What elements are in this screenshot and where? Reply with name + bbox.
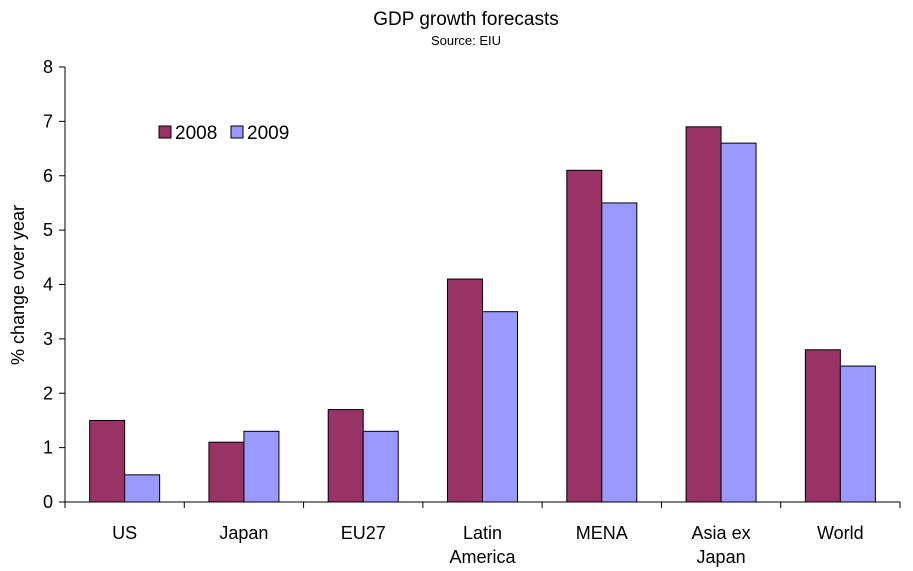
legend-swatch-2008: [158, 125, 172, 139]
y-tick-label: 3: [43, 329, 53, 349]
bar-2008-1: [208, 441, 245, 503]
y-tick-label: 1: [43, 438, 53, 458]
legend-swatch-2009: [230, 125, 244, 139]
bar-2009-2: [362, 430, 399, 503]
bar-2009-6: [839, 365, 876, 503]
y-axis-title: % change over year: [8, 205, 28, 365]
bar-2009-4: [601, 202, 638, 503]
bar-2008-2: [327, 409, 364, 503]
y-tick-label: 5: [43, 220, 53, 240]
plot-area: 0 1 2 3 4 5 6 7 8 US Japan EU27 Latin America MENA Asia…: [43, 57, 901, 567]
legend-label-2008: 2008: [175, 123, 217, 144]
x-tick-label: Latin America: [449, 523, 516, 567]
legend: 2008 2009: [158, 123, 289, 144]
bar-2009-5: [720, 142, 757, 503]
bar-2009-0: [124, 474, 161, 503]
bar-2009-3: [482, 311, 518, 503]
chart-subtitle: Source: EIU: [431, 33, 501, 48]
bar-2008-5: [685, 126, 722, 503]
legend-label-2009: 2009: [247, 123, 289, 144]
x-tick-label: MENA: [576, 523, 628, 543]
x-tick-label: US: [112, 523, 137, 543]
y-tick-label: 7: [43, 111, 53, 131]
y-tick-label: 8: [43, 57, 53, 77]
bar-2008-0: [89, 419, 126, 503]
bar-2008-6: [804, 349, 841, 503]
chart-title: GDP growth forecasts: [373, 9, 559, 30]
y-tick-label: 4: [43, 275, 53, 295]
x-tick-label: Asia ex Japan: [692, 523, 751, 567]
x-tick-label: EU27: [341, 523, 386, 543]
y-tick-label: 2: [43, 383, 53, 403]
bar-2009-1: [243, 430, 280, 503]
bar-2008-4: [566, 169, 603, 503]
x-tick-label: Japan: [219, 523, 268, 543]
bar-2008-3: [447, 278, 483, 503]
y-tick-label: 0: [43, 492, 53, 512]
y-tick-label: 6: [43, 166, 53, 186]
x-tick-label: World: [817, 523, 864, 543]
